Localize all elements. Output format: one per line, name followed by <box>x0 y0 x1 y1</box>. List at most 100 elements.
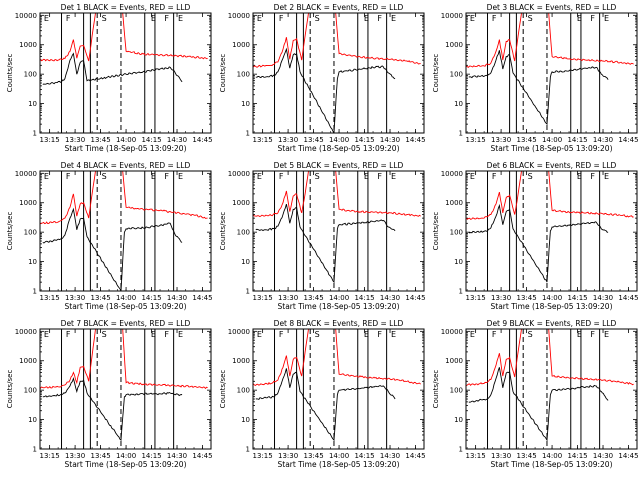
x-axis-label: Start Time (18-Sep-05 13:09:20) <box>491 460 613 469</box>
y-axis-label: Counts/sec <box>219 370 227 409</box>
y-tick-label: 1000 <box>232 41 250 49</box>
x-axis-label: Start Time (18-Sep-05 13:09:20) <box>491 302 613 311</box>
marker-letter: S <box>528 172 533 181</box>
y-tick-label: 100 <box>450 71 463 79</box>
marker-letter: S <box>315 330 320 339</box>
panel-data <box>40 171 208 291</box>
x-tick-label: 13:45 <box>90 452 110 460</box>
marker-letter: F <box>279 14 284 23</box>
panel-title: Det 7 BLACK = Events, RED = LLD <box>61 319 191 328</box>
y-tick-label: 1000 <box>232 199 250 207</box>
y-axis-label: Counts/sec <box>6 370 14 409</box>
x-tick-label: 13:15 <box>40 136 60 144</box>
marker-letter: E <box>470 330 475 339</box>
x-tick-label: 14:30 <box>593 136 613 144</box>
panel-det-6: Det 6 BLACK = Events, RED = LLD 1 10 100 100… <box>432 161 639 311</box>
panel-det-8: Det 8 BLACK = Events, RED = LLD 1 10 100 100… <box>219 319 426 469</box>
y-tick-label: 10000 <box>15 12 37 20</box>
x-tick-label: 13:30 <box>278 452 298 460</box>
marker-letter: F <box>66 172 71 181</box>
marker-letter: E <box>257 172 262 181</box>
panel-frame <box>252 12 425 134</box>
x-tick-label: 13:15 <box>253 452 273 460</box>
y-tick-label: 1000 <box>445 199 463 207</box>
panel-frame <box>465 170 638 292</box>
events-series-line <box>255 203 396 284</box>
lld-series-line <box>466 171 634 220</box>
y-tick-label: 10000 <box>228 328 250 336</box>
marker-letter: E <box>151 14 156 23</box>
marker-letter: F <box>279 172 284 181</box>
marker-letter: E <box>44 330 49 339</box>
y-tick-label: 100 <box>237 387 250 395</box>
x-tick-label: 14:00 <box>116 136 136 144</box>
panel-data <box>466 329 634 449</box>
panel-frame <box>465 12 638 134</box>
y-tick-label: 1000 <box>232 357 250 365</box>
marker-letter: E <box>257 330 262 339</box>
x-tick-label: 14:00 <box>329 294 349 302</box>
y-tick-label: 10000 <box>228 170 250 178</box>
x-tick-label: 13:30 <box>278 136 298 144</box>
marker-letter: E <box>178 172 183 181</box>
x-tick-label: 13:15 <box>40 452 60 460</box>
y-tick-label: 100 <box>237 229 250 237</box>
panel-title: Det 1 BLACK = Events, RED = LLD <box>61 3 191 12</box>
x-tick-label: 13:45 <box>303 452 323 460</box>
y-axis-label: Counts/sec <box>432 54 440 93</box>
x-tick-label: 13:30 <box>65 452 85 460</box>
x-tick-label: 13:15 <box>253 136 273 144</box>
x-tick-label: 13:15 <box>466 294 486 302</box>
marker-letter: E <box>151 172 156 181</box>
panel-data <box>466 13 634 133</box>
x-tick-label: 13:30 <box>65 136 85 144</box>
marker-letter: E <box>364 172 369 181</box>
panel-data <box>253 329 421 449</box>
panel-title: Det 5 BLACK = Events, RED = LLD <box>274 161 404 170</box>
marker-letter: E <box>151 330 156 339</box>
marker-letter: E <box>44 172 49 181</box>
x-tick-label: 14:15 <box>354 294 374 302</box>
x-tick-label: 14:45 <box>618 294 638 302</box>
marker-letter: F <box>590 330 595 339</box>
y-tick-label: 1 <box>459 130 463 138</box>
marker-letter: E <box>178 14 183 23</box>
y-axis-label: Counts/sec <box>432 212 440 251</box>
lld-series-line <box>40 171 208 225</box>
events-series-line <box>42 376 183 442</box>
y-tick-label: 1 <box>246 288 250 296</box>
panel-data <box>40 13 208 133</box>
marker-letter: E <box>577 14 582 23</box>
y-tick-label: 1 <box>33 446 37 454</box>
x-tick-label: 14:30 <box>380 294 400 302</box>
marker-letter: E <box>470 172 475 181</box>
x-tick-label: 14:30 <box>380 452 400 460</box>
x-tick-label: 13:15 <box>40 294 60 302</box>
x-tick-label: 14:15 <box>141 294 161 302</box>
marker-letter: E <box>44 14 49 23</box>
lld-series-line <box>40 329 208 390</box>
panel-det-1: Det 1 BLACK = Events, RED = LLD 1 10 100 100… <box>6 3 213 153</box>
x-axis-label: Start Time (18-Sep-05 13:09:20) <box>65 460 187 469</box>
y-tick-label: 10000 <box>441 12 463 20</box>
x-tick-label: 14:15 <box>354 452 374 460</box>
panel-det-7: Det 7 BLACK = Events, RED = LLD 1 10 100 100… <box>6 319 213 469</box>
y-tick-label: 100 <box>24 229 37 237</box>
marker-letter: E <box>577 330 582 339</box>
y-tick-label: 1000 <box>19 41 37 49</box>
x-axis-label: Start Time (18-Sep-05 13:09:20) <box>278 144 400 153</box>
x-tick-label: 13:30 <box>65 294 85 302</box>
marker-letter: F <box>164 14 169 23</box>
marker-letter: F <box>164 172 169 181</box>
x-tick-label: 14:15 <box>567 136 587 144</box>
x-tick-label: 14:15 <box>354 136 374 144</box>
y-tick-label: 1000 <box>445 357 463 365</box>
y-tick-label: 10 <box>28 416 37 424</box>
y-tick-label: 1 <box>33 288 37 296</box>
panel-frame <box>252 170 425 292</box>
x-tick-label: 14:00 <box>542 452 562 460</box>
y-tick-label: 1 <box>246 446 250 454</box>
events-series-line <box>468 203 609 283</box>
y-tick-label: 100 <box>450 387 463 395</box>
